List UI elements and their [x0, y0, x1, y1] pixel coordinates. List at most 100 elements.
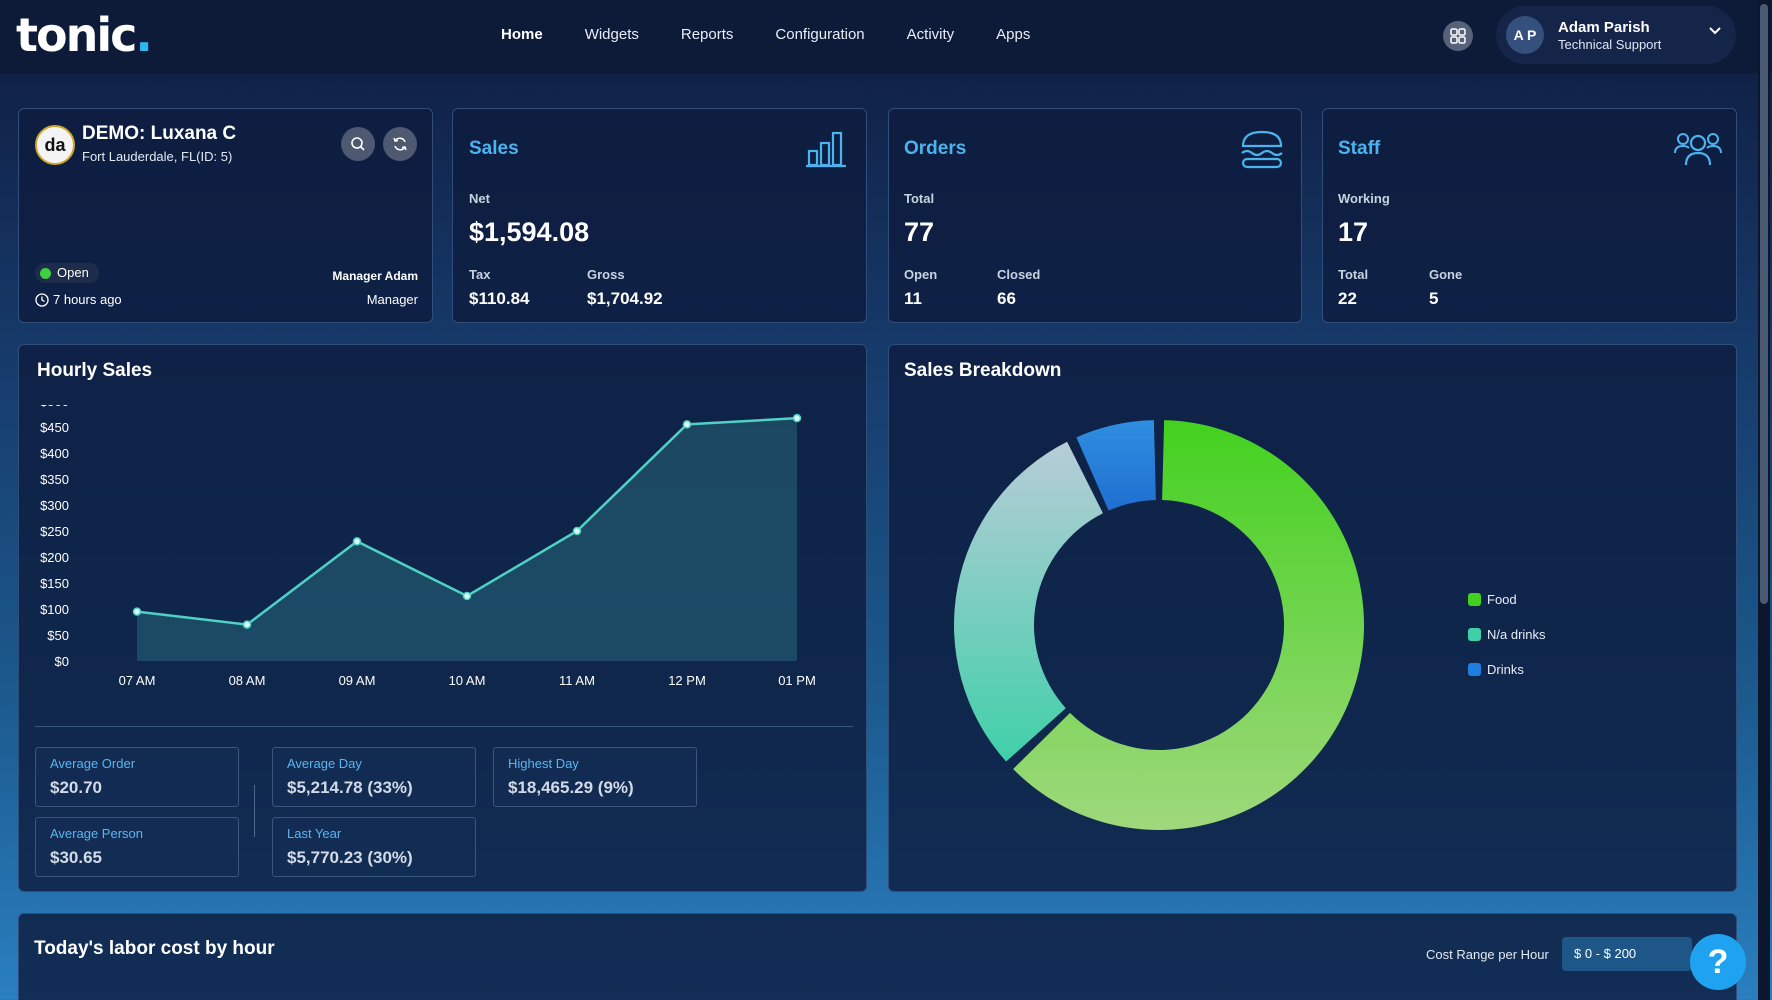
legend-item-na-drinks[interactable]: N/a drinks: [1468, 627, 1546, 642]
orders-total-value: 77: [904, 217, 935, 247]
staff-gone-value: 5: [1429, 289, 1439, 308]
manager-role: Manager: [366, 292, 418, 307]
gross-label: Gross: [587, 267, 625, 282]
hourly-sales-point: [792, 413, 802, 423]
orders-total-label: Total: [904, 191, 935, 206]
legend-swatch-food: [1468, 593, 1481, 606]
hourly-sales-chart: $0 $50 $100 $150 $200 $250 $300 $350 $400 $450 $50…: [40, 405, 816, 688]
y-tick-label: $250: [40, 524, 69, 539]
orders-title: Orders: [904, 138, 967, 159]
refresh-icon: [393, 137, 407, 151]
avg-person-label: Average Person: [50, 826, 143, 841]
legend-label-food: Food: [1487, 592, 1517, 607]
avg-day-label: Average Day: [287, 756, 362, 771]
tax-label: Tax: [469, 267, 491, 282]
legend-swatch-na-drinks: [1468, 628, 1481, 641]
grid-icon: [1450, 28, 1466, 44]
x-tick-label: 01 PM: [778, 673, 816, 688]
manager-name: Manager Adam: [332, 269, 418, 283]
top-navigation-bar: tonic. Home Widgets Reports Configuratio…: [0, 0, 1772, 74]
hourly-sales-point: [462, 591, 472, 601]
location-card: da DEMO: Luxana C Fort Lauderdale, FL(ID…: [18, 108, 433, 323]
help-button[interactable]: ?: [1690, 934, 1746, 990]
hourly-sales-card: Hourly Sales $0 $50 $100 $150 $200 $250 $300 $3…: [18, 344, 867, 892]
y-tick-label: $450: [40, 420, 69, 435]
y-tick-label: $500: [40, 405, 69, 409]
page-scrollbar[interactable]: [1758, 0, 1770, 1000]
avg-order-stat: Average Order $20.70: [35, 747, 239, 807]
logo-dot: .: [135, 8, 153, 62]
user-menu[interactable]: A P Adam Parish Technical Support: [1496, 6, 1736, 64]
search-button[interactable]: [341, 127, 375, 161]
refresh-button[interactable]: [383, 127, 417, 161]
app-grid-button[interactable]: [1443, 21, 1473, 51]
sales-breakdown-card: Sales Breakdown: [888, 344, 1737, 892]
clock-icon: [35, 292, 49, 307]
hourly-sales-point: [682, 420, 692, 429]
status-text: Open: [57, 265, 89, 280]
net-label: Net: [469, 191, 490, 206]
status-badge: Open: [35, 263, 99, 283]
x-tick-label: 10 AM: [449, 673, 486, 688]
labor-cost-title: Today's labor cost by hour: [34, 938, 275, 959]
avg-person-value: $30.65: [50, 848, 102, 867]
legend-label-drinks: Drinks: [1487, 662, 1524, 677]
labor-cost-card: Today's labor cost by hour: [18, 913, 1737, 1000]
last-year-stat: Last Year $5,770.23 (30%): [272, 817, 476, 877]
orders-closed-label: Closed: [997, 267, 1041, 282]
hourly-sales-title: Hourly Sales: [37, 360, 153, 381]
gross-value: $1,704.92: [587, 289, 663, 308]
chart-divider: [35, 726, 853, 727]
highest-day-label: Highest Day: [508, 756, 579, 771]
staff-gone-label: Gone: [1429, 267, 1463, 282]
orders-card[interactable]: Orders Total 77 Open 11 Closed 66: [888, 108, 1302, 323]
location-logo: da: [35, 125, 75, 165]
y-tick-label: $0: [55, 654, 69, 669]
nav-activity[interactable]: Activity: [906, 26, 955, 43]
x-tick-label: 12 PM: [668, 673, 706, 688]
scrollbar-thumb[interactable]: [1760, 4, 1768, 604]
last-year-label: Last Year: [287, 826, 342, 841]
staff-working-label: Working: [1338, 191, 1390, 206]
legend-item-drinks[interactable]: Drinks: [1468, 662, 1546, 677]
nav-widgets[interactable]: Widgets: [584, 26, 639, 43]
avg-person-stat: Average Person $30.65: [35, 817, 239, 877]
staff-card[interactable]: Staff Working 17 Total 22 Gone 5: [1322, 108, 1737, 323]
stat-divider: [254, 785, 255, 837]
hourly-sales-point: [132, 607, 142, 616]
logo-text: tonic: [16, 8, 137, 62]
orders-open-value: 11: [904, 289, 922, 308]
sales-breakdown-title: Sales Breakdown: [904, 360, 1062, 381]
nav-home[interactable]: Home: [501, 26, 543, 43]
sales-card[interactable]: Sales Net $1,594.08 Tax $110.84 Gross $1…: [452, 108, 867, 323]
legend-item-food[interactable]: Food: [1468, 592, 1546, 607]
tonic-logo[interactable]: tonic.: [16, 8, 153, 62]
user-role: Technical Support: [1558, 37, 1662, 52]
status-dot: [40, 268, 51, 279]
burger-icon: [1241, 130, 1283, 169]
hourly-sales-area: [137, 418, 797, 661]
cost-range-label: Cost Range per Hour: [1426, 947, 1549, 962]
hourly-sales-point: [242, 620, 252, 629]
y-tick-label: $350: [40, 472, 69, 487]
y-tick-label: $50: [47, 628, 69, 643]
hourly-sales-point: [352, 537, 362, 546]
cost-range-select[interactable]: $ 0 - $ 200: [1562, 937, 1692, 971]
main-nav: Home Widgets Reports Configuration Activ…: [480, 22, 1051, 47]
highest-day-value: $18,465.29 (9%): [508, 778, 634, 797]
y-tick-label: $400: [40, 446, 69, 461]
highest-day-stat: Highest Day $18,465.29 (9%): [493, 747, 697, 807]
staff-total-value: 22: [1338, 289, 1357, 308]
chevron-down-icon[interactable]: [1708, 24, 1722, 38]
nav-reports[interactable]: Reports: [680, 26, 734, 43]
search-icon: [351, 137, 365, 151]
legend-swatch-drinks: [1468, 663, 1481, 676]
y-tick-label: $150: [40, 576, 69, 591]
bar-chart-icon: [806, 131, 846, 168]
user-name: Adam Parish: [1558, 19, 1650, 36]
x-tick-label: 09 AM: [339, 673, 376, 688]
nav-apps[interactable]: Apps: [996, 26, 1031, 43]
nav-configuration[interactable]: Configuration: [775, 26, 865, 43]
y-tick-label: $300: [40, 498, 69, 513]
location-address: Fort Lauderdale, FL(ID: 5): [82, 149, 233, 164]
